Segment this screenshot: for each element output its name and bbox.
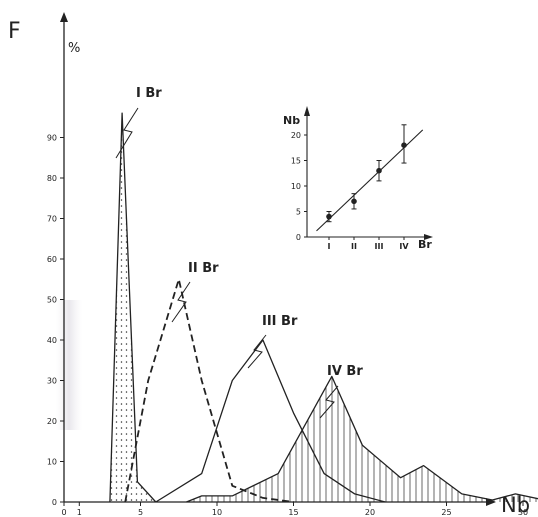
- inset-y-tick-label-5: 5: [296, 208, 301, 217]
- main-y-tick-label-0: 0: [52, 498, 57, 507]
- main-x-tick-label-1: 1: [77, 508, 82, 517]
- series-line-iv-br: [186, 375, 538, 503]
- series-leader-i-br: [115, 107, 139, 159]
- main-y-tick-label-10: 10: [47, 458, 57, 467]
- series-fill-i-br: [109, 113, 156, 502]
- inset-x-tick-label-ii: II: [351, 242, 357, 251]
- series-line-iii-br: [155, 339, 386, 503]
- inset-x-tick-label-i: I: [328, 242, 331, 251]
- series-label-iv-br: IV Br: [327, 364, 363, 379]
- main-y-axis-label: F: [8, 19, 21, 44]
- main-x-tick-label-5: 5: [138, 508, 143, 517]
- main-x-tick-label-0: 0: [61, 508, 66, 517]
- main-y-tick-label-80: 80: [47, 174, 57, 183]
- main-y-tick-label-30: 30: [47, 377, 57, 386]
- main-x-axis-label: Nb: [501, 493, 530, 517]
- inset-y-tick-label-0: 0: [296, 233, 301, 242]
- inset-x-tick-label-iv: IV: [399, 242, 409, 251]
- inset-fit-line: [316, 129, 424, 232]
- scan-smudge: [56, 300, 82, 430]
- series-leader-iv-br: [319, 385, 339, 419]
- inset-point-i: [326, 213, 332, 220]
- main-series-fills: [109, 113, 538, 502]
- main-y-axis-arrow: [60, 12, 68, 22]
- inset-x-axis-label: Br: [418, 238, 432, 251]
- inset-point-ii: [351, 198, 357, 205]
- series-leader-iii-br: [247, 334, 267, 369]
- main-x-tick-label-25: 25: [441, 508, 451, 517]
- main-y-tick-label-40: 40: [47, 336, 57, 345]
- inset-x-axis-arrow: [424, 234, 433, 240]
- inset-y-tick-label-10: 10: [291, 182, 301, 191]
- inset-y-tick-label-15: 15: [291, 157, 301, 166]
- inset-axes: [304, 106, 433, 240]
- inset-marks: [316, 124, 424, 232]
- inset-y-axis-arrow: [304, 106, 310, 116]
- series-line-i-br: [109, 112, 157, 503]
- main-y-tick-label-20: 20: [47, 417, 57, 426]
- inset-point-iii: [376, 167, 382, 174]
- series-leader-ii-br: [171, 281, 191, 323]
- main-y-tick-label-60: 60: [47, 255, 57, 264]
- main-series-labels: I Br II Br III Br IV Br: [115, 86, 363, 419]
- inset-point-iv: [401, 142, 407, 148]
- main-x-tick-label-20: 20: [365, 508, 375, 517]
- series-fill-iv-br: [186, 376, 538, 502]
- inset-y-axis-label: Nb: [283, 114, 300, 127]
- series-label-i-br: I Br: [136, 86, 162, 101]
- main-series-lines: [109, 112, 538, 503]
- main-x-tick-label-15: 15: [288, 508, 298, 517]
- main-x-axis-arrow: [486, 498, 496, 506]
- series-label-ii-br: II Br: [188, 261, 219, 276]
- series-label-iii-br: III Br: [262, 314, 298, 329]
- main-y-tick-label-50: 50: [47, 296, 57, 305]
- main-x-tick-label-10: 10: [212, 508, 222, 517]
- main-y-tick-label-70: 70: [47, 215, 57, 224]
- main-y-unit: %: [68, 41, 80, 56]
- main-x-tick-label-30: 30: [518, 508, 528, 517]
- series-line-ii-br: [124, 278, 294, 503]
- main-y-tick-label-90: 90: [47, 134, 57, 143]
- inset-y-tick-label-20: 20: [291, 131, 301, 140]
- inset-x-tick-label-iii: III: [375, 242, 384, 251]
